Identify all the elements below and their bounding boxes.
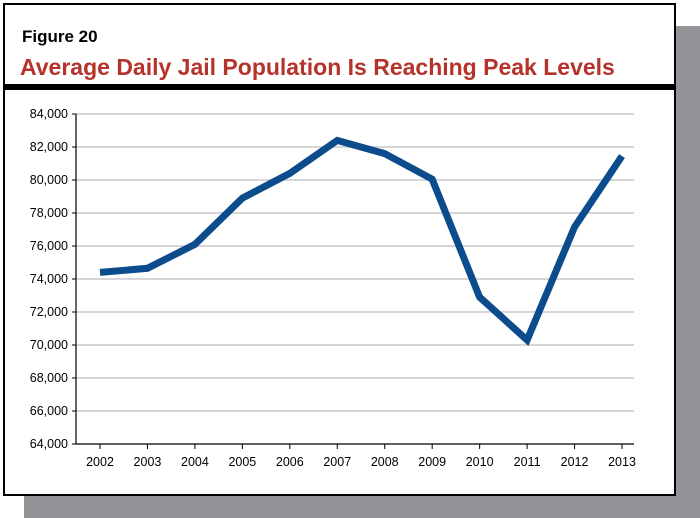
y-tick-label: 78,000 [30,206,68,220]
x-tick-label: 2004 [181,455,209,469]
y-tick-label: 74,000 [30,272,68,286]
x-tick-label: 2013 [608,455,636,469]
x-tick-label: 2008 [371,455,399,469]
x-tick-label: 2010 [466,455,494,469]
x-tick-label: 2002 [86,455,114,469]
y-tick-label: 76,000 [30,239,68,253]
y-tick-label: 82,000 [30,140,68,154]
x-tick-label: 2012 [561,455,589,469]
y-tick-label: 66,000 [30,404,68,418]
y-tick-label: 80,000 [30,173,68,187]
y-tick-label: 72,000 [30,305,68,319]
series-line [99,136,625,346]
x-tick-label: 2009 [418,455,446,469]
x-tick-label: 2003 [134,455,162,469]
y-tick-label: 68,000 [30,371,68,385]
x-tick-label: 2005 [228,455,256,469]
y-tick-label: 64,000 [30,437,68,451]
x-tick-label: 2007 [323,455,351,469]
figure-label: Figure 20 [22,27,98,46]
x-tick-label: 2011 [514,455,541,469]
x-tick-label: 2006 [276,455,304,469]
title-divider [5,84,674,90]
y-tick-label: 70,000 [30,338,68,352]
chart-title: Average Daily Jail Population Is Reachin… [20,54,615,80]
y-tick-label: 84,000 [30,107,68,121]
